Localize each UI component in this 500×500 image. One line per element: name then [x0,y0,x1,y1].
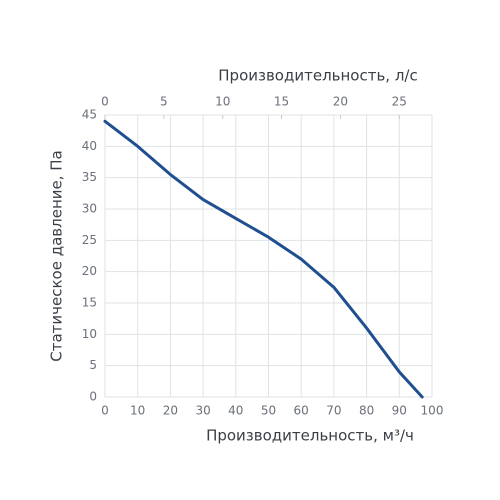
x-tick-label: 40 [228,404,243,418]
y-tick-label: 10 [82,327,97,341]
x-tick-label: 30 [195,404,210,418]
x-tick-label: 20 [163,404,178,418]
x-tick-label: 100 [421,404,444,418]
y-tick-label: 40 [82,139,97,153]
y-tick-label: 25 [82,233,97,247]
y-tick-label: 45 [82,108,97,122]
x2-tick-label: 25 [392,95,407,109]
x-axis-title: Производительность, м³/ч [206,427,414,445]
x-tick-label: 10 [130,404,145,418]
x-tick-label: 70 [326,404,341,418]
data-line [103,119,424,399]
y-tick-label: 0 [89,390,97,404]
x2-tick-label: 20 [333,95,348,109]
x2-axis-title: Производительность, л/с [218,67,417,85]
y-tick-label: 5 [89,358,97,372]
x-tick-label: 80 [359,404,374,418]
x-tick-label: 90 [392,404,407,418]
x2-tick-label: 10 [215,95,230,109]
x2-tick-label: 15 [274,95,289,109]
y-axis-title: Статическое давление, Па [48,150,66,361]
y-tick-label: 35 [82,170,97,184]
y-tick-label: 20 [82,264,97,278]
y-tick-label: 30 [82,202,97,216]
x-tick-label: 50 [261,404,276,418]
x-tick-label: 0 [101,404,109,418]
y-tick-label: 15 [82,296,97,310]
x2-tick-label: 0 [101,95,109,109]
x-tick-label: 60 [294,404,309,418]
x2-tick-label: 5 [160,95,168,109]
